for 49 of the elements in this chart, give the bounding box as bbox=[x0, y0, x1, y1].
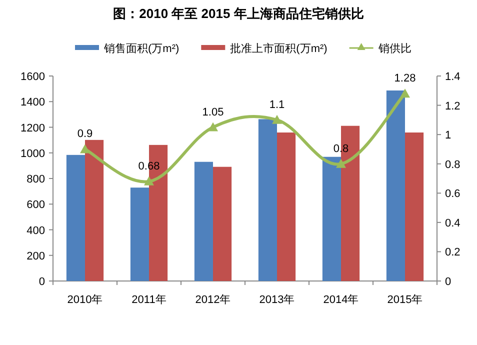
y2-tick-label: 1.4 bbox=[445, 71, 460, 83]
x-tick-label: 2013年 bbox=[259, 294, 295, 306]
y-tick-label: 400 bbox=[26, 224, 45, 237]
data-label: 0.9 bbox=[77, 128, 93, 140]
data-label: 1.1 bbox=[269, 98, 285, 111]
y2-tick-label: 1.2 bbox=[445, 100, 460, 112]
x-tick-label: 2011年 bbox=[132, 294, 166, 306]
bar bbox=[322, 156, 341, 281]
point bbox=[400, 88, 410, 98]
y2-tick-label: 0.6 bbox=[445, 188, 460, 200]
bar bbox=[194, 162, 213, 281]
bar bbox=[386, 90, 405, 281]
y-tick-label: 1200 bbox=[20, 122, 45, 134]
y-tick-label: 1400 bbox=[20, 96, 45, 109]
y-tick-label: 1600 bbox=[20, 71, 45, 83]
point bbox=[80, 144, 90, 154]
point bbox=[272, 114, 282, 124]
data-label: 1.05 bbox=[202, 106, 224, 118]
y-tick-label: 800 bbox=[26, 174, 45, 186]
bar bbox=[405, 132, 424, 281]
bar bbox=[277, 132, 296, 281]
y-tick-label: 1000 bbox=[20, 148, 45, 160]
x-tick-label: 2014年 bbox=[323, 294, 359, 306]
y-tick-label: 200 bbox=[26, 250, 45, 262]
bar bbox=[213, 166, 232, 281]
y-tick-label: 0 bbox=[38, 276, 45, 288]
bar bbox=[258, 119, 277, 281]
point bbox=[208, 122, 218, 132]
point bbox=[336, 158, 346, 168]
y2-tick-label: 0.2 bbox=[445, 246, 460, 259]
point bbox=[144, 176, 154, 186]
y2-tick-label: 0.4 bbox=[445, 217, 460, 230]
legend-label: 销供比 bbox=[377, 42, 412, 55]
data-label: 1.28 bbox=[394, 72, 416, 85]
y2-tick-label: 1 bbox=[445, 130, 452, 142]
bar bbox=[66, 154, 85, 281]
legend-label: 批准上市面积(万m²) bbox=[230, 42, 328, 55]
x-tick-label: 2012年 bbox=[195, 294, 231, 306]
y-tick-label: 600 bbox=[26, 199, 45, 212]
chart-title: 图：2010 年至 2015 年上海商品住宅销供比 bbox=[113, 6, 364, 21]
data-label: 0.68 bbox=[138, 160, 160, 172]
legend-label: 销售面积(万m²) bbox=[103, 43, 180, 55]
data-label: 0.8 bbox=[333, 142, 349, 155]
x-tick-label: 2015年 bbox=[387, 294, 423, 306]
bar bbox=[85, 140, 104, 281]
y2-tick-label: 0.8 bbox=[445, 158, 460, 171]
y2-tick-label: 0 bbox=[445, 276, 452, 288]
x-tick-label: 2010年 bbox=[67, 294, 103, 306]
bar bbox=[130, 188, 149, 281]
